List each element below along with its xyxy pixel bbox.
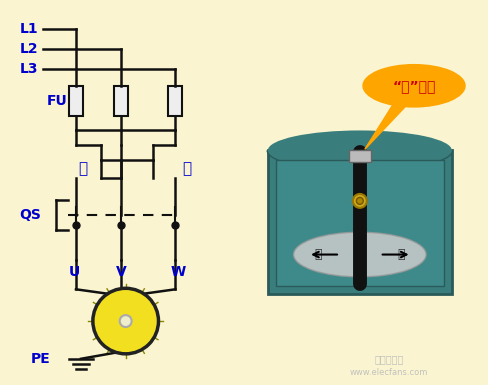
Text: 顺: 顺 [314,248,321,261]
FancyBboxPatch shape [267,150,451,294]
FancyBboxPatch shape [275,160,443,286]
Text: FU: FU [47,94,68,108]
Text: www.elecfans.com: www.elecfans.com [349,368,427,377]
Polygon shape [364,103,408,149]
Text: 倒: 倒 [397,248,405,261]
Bar [168,86,182,116]
Text: L2: L2 [19,42,38,56]
Text: U: U [69,265,80,280]
Ellipse shape [356,198,363,204]
Text: L1: L1 [19,22,38,36]
Text: 电子发烧友: 电子发烧友 [374,354,403,364]
FancyBboxPatch shape [348,150,370,162]
Text: W: W [170,265,185,280]
Text: PE: PE [31,352,51,366]
Text: L3: L3 [19,62,38,76]
Ellipse shape [362,64,465,108]
Ellipse shape [352,194,366,208]
Text: QS: QS [19,208,41,222]
Ellipse shape [93,288,158,354]
Bar [69,86,83,116]
Text: 顺: 顺 [78,161,87,176]
Bar [114,86,127,116]
Text: “停”位置: “停”位置 [391,79,435,93]
Ellipse shape [267,131,451,170]
Ellipse shape [293,232,425,277]
Text: 倒: 倒 [182,161,191,176]
Text: V: V [116,265,126,280]
Ellipse shape [120,315,131,327]
